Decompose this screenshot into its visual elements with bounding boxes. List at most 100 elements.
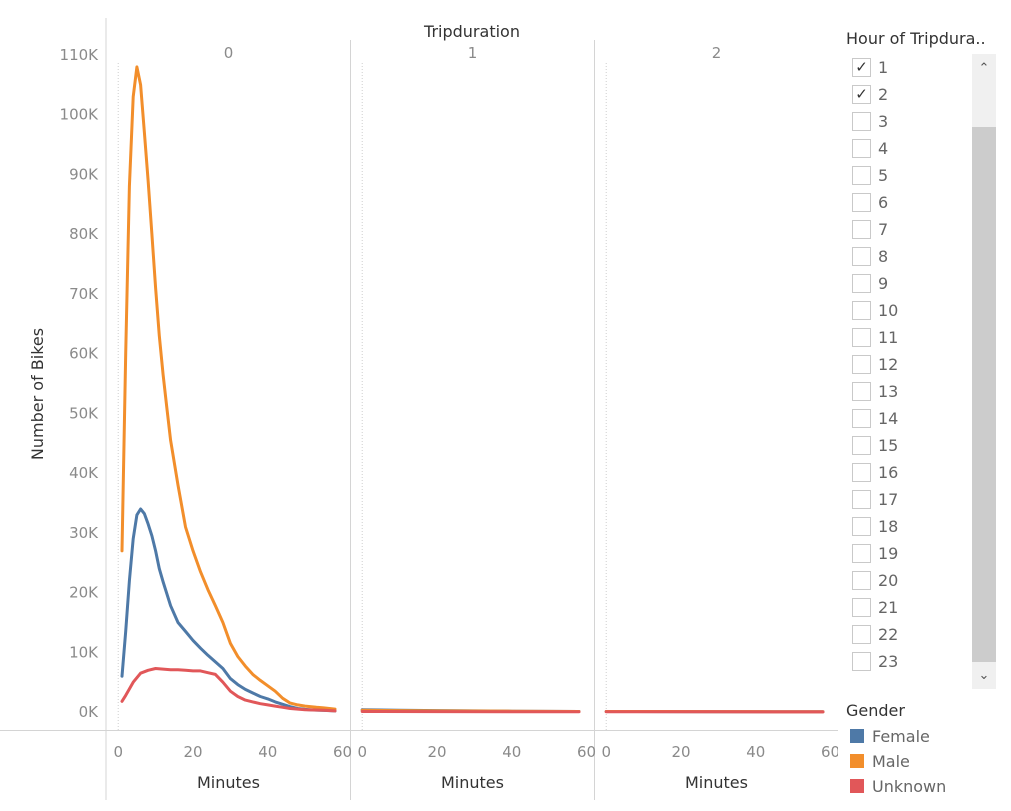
y-tick-label: 70K [69, 285, 99, 303]
hour-filter-list: ✓ 1 ✓ 2 3 4 5 6 7 8 9 10 11 12 13 14 15 16 17 18 19 20 21 22 23 [852, 54, 977, 689]
filter-item-label: 18 [878, 517, 899, 536]
checkbox-icon[interactable] [852, 112, 871, 131]
checkbox-icon[interactable] [852, 652, 871, 671]
filter-item-label: 8 [878, 247, 889, 266]
filter-item-label: 9 [878, 274, 889, 293]
checkbox-icon[interactable] [852, 139, 871, 158]
filter-item-11[interactable]: 11 [852, 324, 972, 351]
x-tick-label: 20 [183, 743, 202, 761]
filter-item-15[interactable]: 15 [852, 432, 972, 459]
checkbox-icon[interactable] [852, 544, 871, 563]
filter-item-10[interactable]: 10 [852, 297, 972, 324]
filter-item-3[interactable]: 3 [852, 108, 972, 135]
filter-item-7[interactable]: 7 [852, 216, 972, 243]
checkbox-icon[interactable] [852, 301, 871, 320]
checkbox-icon[interactable] [852, 247, 871, 266]
y-tick-label: 60K [69, 345, 99, 363]
legend-item-unknown[interactable]: Unknown [850, 775, 946, 797]
x-tick-label: 20 [427, 743, 446, 761]
checkbox-icon[interactable] [852, 220, 871, 239]
y-tick-label: 0K [79, 703, 100, 721]
filter-item-1[interactable]: ✓ 1 [852, 54, 972, 81]
filter-item-2[interactable]: ✓ 2 [852, 81, 972, 108]
x-tick-label: 20 [671, 743, 690, 761]
filter-item-19[interactable]: 19 [852, 540, 972, 567]
checkbox-icon[interactable] [852, 328, 871, 347]
filter-item-label: 20 [878, 571, 899, 590]
filter-item-16[interactable]: 16 [852, 459, 972, 486]
legend-item-female[interactable]: Female [850, 725, 930, 747]
checkbox-icon[interactable] [852, 382, 871, 401]
x-tick-label: 60 [333, 743, 352, 761]
legend-label: Unknown [872, 776, 947, 796]
filter-item-22[interactable]: 22 [852, 621, 972, 648]
checkbox-icon[interactable] [852, 571, 871, 590]
filter-item-4[interactable]: 4 [852, 135, 972, 162]
scroll-up-icon[interactable]: ⌃ [978, 60, 990, 76]
filter-item-9[interactable]: 9 [852, 270, 972, 297]
filter-item-label: 6 [878, 193, 889, 212]
legend-label: Female [872, 726, 930, 746]
checkbox-icon[interactable] [852, 355, 871, 374]
filter-item-13[interactable]: 13 [852, 378, 972, 405]
y-tick-label: 110K [60, 46, 100, 64]
checkbox-icon[interactable] [852, 409, 871, 428]
panel-header: 0 [224, 44, 234, 62]
checked-checkbox-icon[interactable]: ✓ [852, 58, 871, 77]
legend-swatch [850, 779, 864, 793]
checkbox-icon[interactable] [852, 274, 871, 293]
filter-title: Hour of Tripdura.. [846, 29, 986, 48]
filter-item-5[interactable]: 5 [852, 162, 972, 189]
series-line-female-panel-0 [120, 507, 337, 713]
checkbox-icon[interactable] [852, 463, 871, 482]
legend-title: Gender [846, 701, 905, 720]
filter-item-label: 22 [878, 625, 899, 644]
x-axis-title: Minutes [441, 773, 504, 792]
filter-item-label: 10 [878, 301, 899, 320]
y-tick-label: 30K [69, 524, 99, 542]
legend-item-male[interactable]: Male [850, 750, 910, 772]
checkbox-icon[interactable] [852, 517, 871, 536]
x-tick-label: 60 [821, 743, 838, 761]
x-axis-title: Minutes [197, 773, 260, 792]
x-tick-label: 0 [113, 743, 123, 761]
legend-label: Male [872, 751, 910, 771]
filter-item-label: 1 [878, 58, 889, 77]
filter-item-label: 14 [878, 409, 899, 428]
checked-checkbox-icon[interactable]: ✓ [852, 85, 871, 104]
checkbox-icon[interactable] [852, 193, 871, 212]
filter-item-14[interactable]: 14 [852, 405, 972, 432]
scrollbar-thumb[interactable] [972, 127, 996, 662]
x-tick-label: 60 [577, 743, 596, 761]
filter-item-23[interactable]: 23 [852, 648, 972, 675]
filter-item-20[interactable]: 20 [852, 567, 972, 594]
filter-item-12[interactable]: 12 [852, 351, 972, 378]
filter-item-8[interactable]: 8 [852, 243, 972, 270]
filter-item-21[interactable]: 21 [852, 594, 972, 621]
filter-item-label: 15 [878, 436, 899, 455]
filter-item-label: 3 [878, 112, 889, 131]
line-chart: Tripduration Number of Bikes 0 1 20K10K20K… [0, 18, 838, 800]
checkbox-icon[interactable] [852, 598, 871, 617]
x-tick-label: 0 [357, 743, 367, 761]
filter-scrollbar[interactable]: ⌃ ⌄ [972, 54, 996, 689]
filter-item-6[interactable]: 6 [852, 189, 972, 216]
filter-item-18[interactable]: 18 [852, 513, 972, 540]
y-tick-label: 100K [60, 106, 100, 124]
scroll-down-icon[interactable]: ⌄ [978, 667, 990, 683]
filter-item-17[interactable]: 17 [852, 486, 972, 513]
panel-header: 2 [712, 44, 722, 62]
y-tick-label: 50K [69, 404, 99, 422]
checkbox-icon[interactable] [852, 625, 871, 644]
filter-item-label: 11 [878, 328, 899, 347]
checkbox-icon[interactable] [852, 490, 871, 509]
checkbox-icon[interactable] [852, 166, 871, 185]
x-tick-label: 40 [746, 743, 765, 761]
filter-item-label: 16 [878, 463, 899, 482]
y-tick-label: 80K [69, 225, 99, 243]
filter-item-label: 4 [878, 139, 889, 158]
checkbox-icon[interactable] [852, 436, 871, 455]
panel-header: 1 [468, 44, 478, 62]
side-panel: Hour of Tripdura.. ✓ 1 ✓ 2 3 4 5 6 7 8 9 10 11 12 13 14… [838, 0, 1011, 811]
filter-item-label: 13 [878, 382, 899, 401]
